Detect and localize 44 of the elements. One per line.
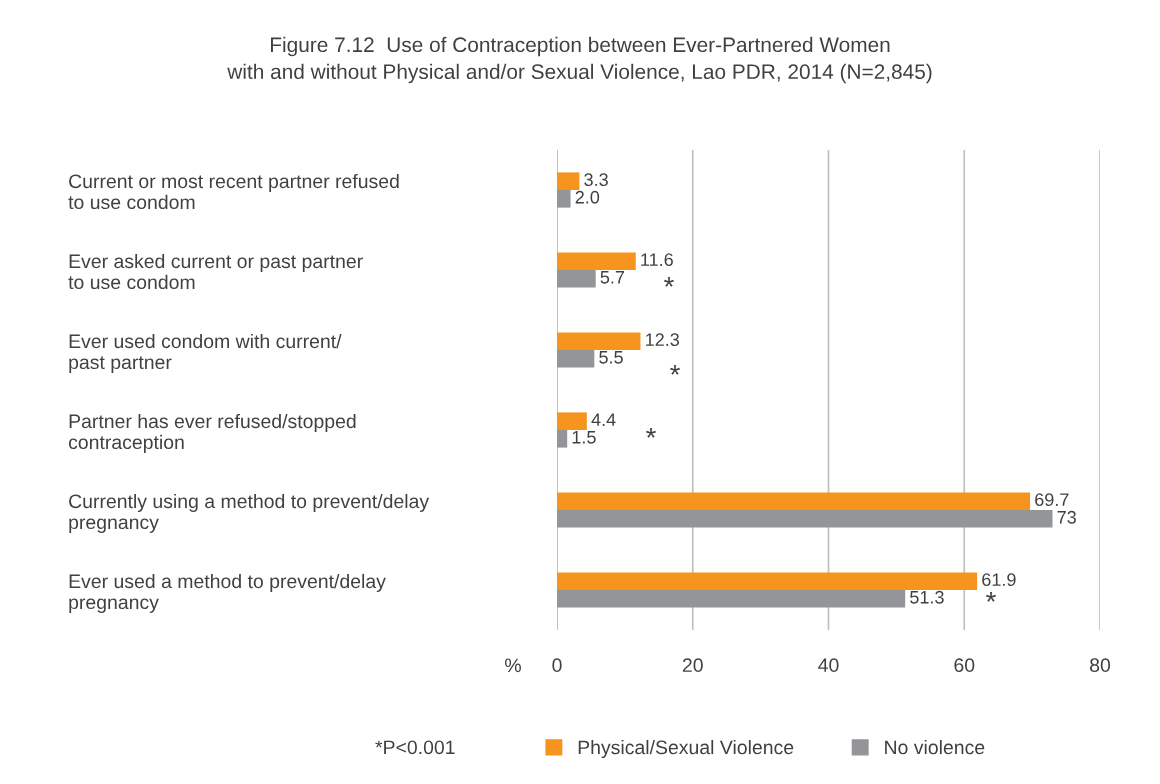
data-label: 3.3 xyxy=(584,173,608,187)
y-tick-label: Currently using a method to prevent/delay pregnancy xyxy=(69,493,430,533)
x-tick-label: 80 xyxy=(1090,658,1111,673)
bar xyxy=(557,172,580,190)
bar xyxy=(557,190,571,208)
y-tick-label: Ever asked current or past partner to use condom xyxy=(68,253,363,290)
x-tick-label: 0 xyxy=(552,658,562,673)
data-label: 1.5 xyxy=(572,431,596,444)
legend-label: Physical/Sexual Violence xyxy=(578,739,794,759)
x-tick-label: 20 xyxy=(682,658,703,673)
data-label: 12.3 xyxy=(646,333,679,347)
annotation: * xyxy=(664,277,674,287)
y-tick-label: Current or most recent partner refused to use condom xyxy=(68,173,399,210)
bar xyxy=(557,572,978,590)
y-tick-label: Ever used condom with current/ past partner xyxy=(69,333,342,373)
data-label: 5.7 xyxy=(600,271,625,284)
annotation: * xyxy=(670,365,680,375)
chart-title: Figure 7.12 Use of Contraception between Ever-Partnered Women with and without Physical and/or Sexual Violence, Lao PDR, 2014 (N=2,845) xyxy=(227,36,932,84)
annotation: * xyxy=(986,592,996,602)
data-label: 73 xyxy=(1057,510,1076,524)
annotation: * xyxy=(646,428,656,438)
legend-label: No violence xyxy=(885,739,985,755)
y-tick-label: Ever used a method to prevent/delay pregnancy xyxy=(69,573,386,613)
data-label: 61.9 xyxy=(982,573,1016,587)
data-label: 11.6 xyxy=(641,253,673,267)
bar xyxy=(557,412,587,430)
bar xyxy=(557,510,1053,528)
bar xyxy=(557,430,568,448)
bar xyxy=(557,590,906,608)
data-label: 51.3 xyxy=(910,590,944,604)
x-axis-title: % xyxy=(505,658,521,673)
bar xyxy=(557,492,1031,510)
data-label: 4.4 xyxy=(591,413,616,426)
y-tick-label: Partner has ever refused/stopped contraception xyxy=(68,413,356,453)
data-label: 5.5 xyxy=(599,351,623,364)
bar xyxy=(557,332,641,350)
x-tick-label: 60 xyxy=(954,658,975,673)
data-label: 69.7 xyxy=(1035,493,1069,507)
bar xyxy=(557,252,636,270)
bar xyxy=(557,270,596,288)
bar xyxy=(557,350,595,368)
text: *P<0.001 xyxy=(375,740,455,755)
data-label: 2.0 xyxy=(575,190,600,204)
x-tick-label: 40 xyxy=(818,658,839,673)
